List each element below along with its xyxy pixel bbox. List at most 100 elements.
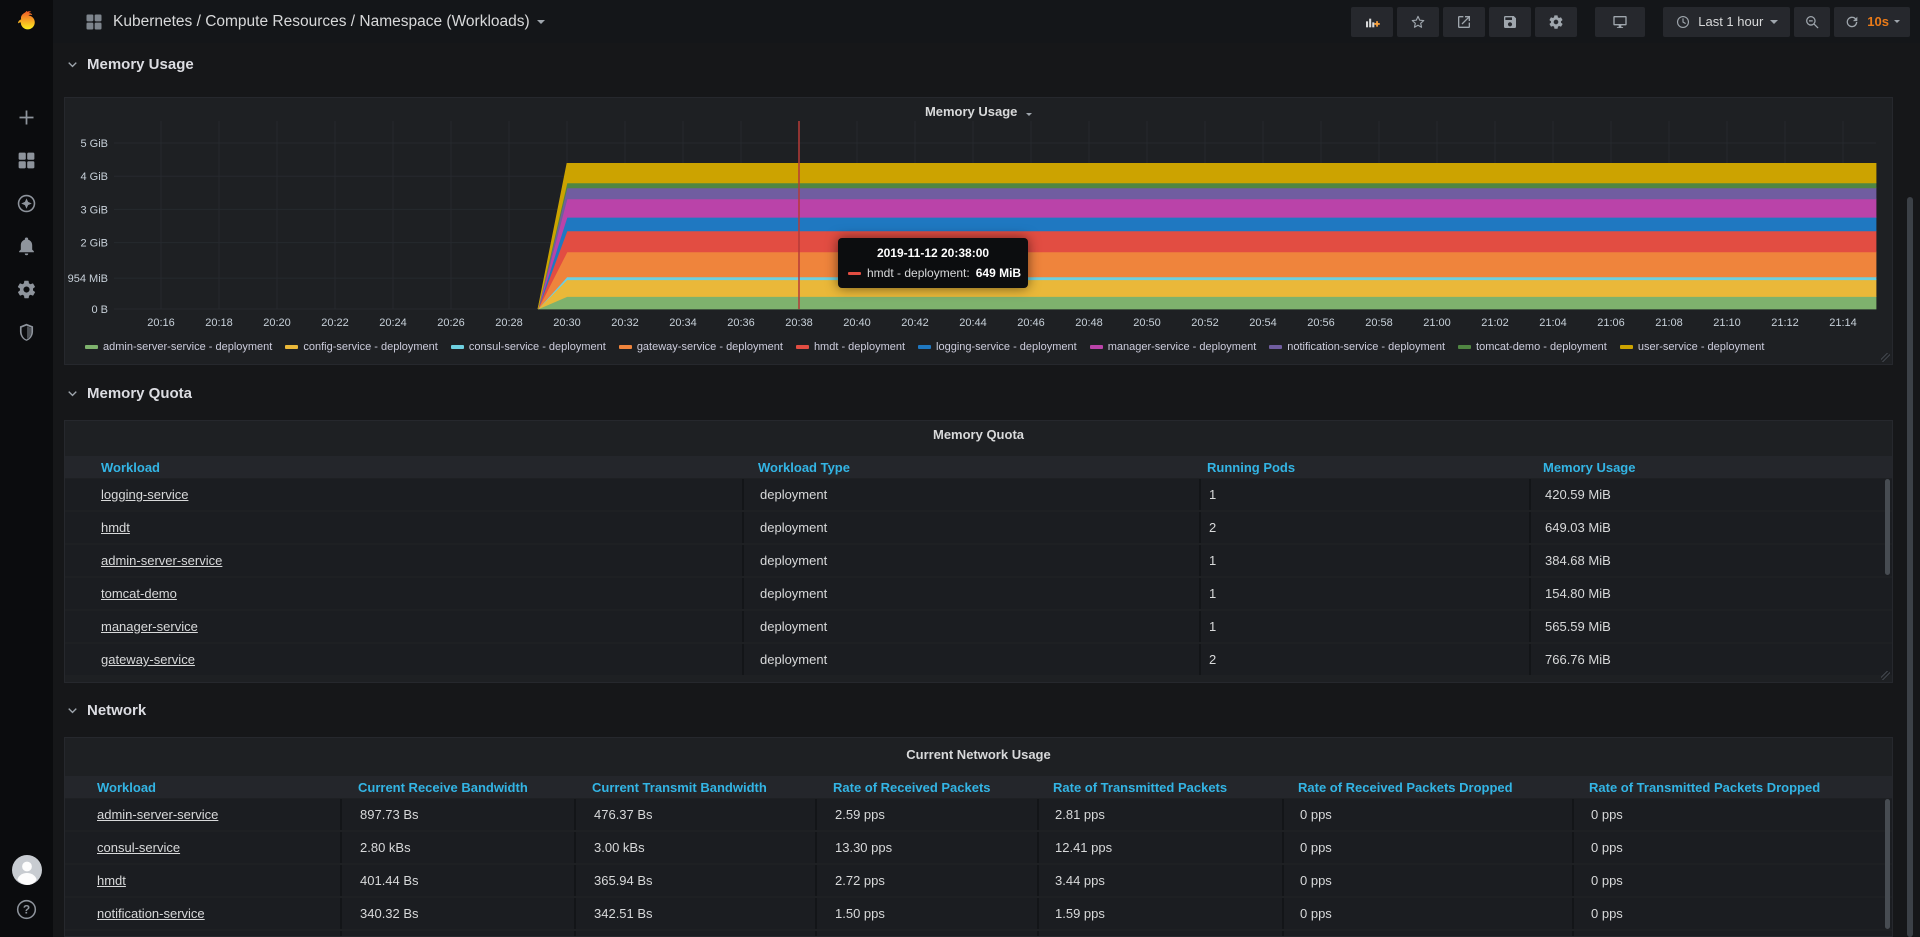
panel-title[interactable]: Current Network Usage [65,747,1892,762]
workload-link[interactable]: hmdt [101,520,130,535]
caret-down-icon [1894,20,1900,23]
section-title: Network [87,702,146,719]
page-scrollbar-thumb[interactable] [1907,197,1913,937]
add-panel-button[interactable] [1351,7,1393,37]
star-icon [1410,14,1426,30]
sidebar-item-configuration[interactable] [0,268,53,311]
monitor-icon [1612,14,1628,30]
section-memory-usage[interactable]: Memory Usage [66,54,194,74]
save-button[interactable] [1489,7,1531,37]
table-cell: 2.80 kBs [340,832,574,863]
caret-down-icon [1770,20,1778,24]
section-network[interactable]: Network [66,700,146,720]
x-axis-label: 20:58 [1365,317,1393,329]
legend-item[interactable]: gateway-service - deployment [619,341,783,353]
workload-link[interactable]: admin-server-service [101,553,222,568]
x-axis-label: 20:26 [437,317,465,329]
panel-title[interactable]: Memory Quota [65,427,1892,442]
workload-link[interactable]: manager-service [101,619,198,634]
compass-icon [16,193,37,214]
table-cell: deployment [742,578,1199,609]
x-axis-label: 20:30 [553,317,581,329]
legend-item[interactable]: config-service - deployment [285,341,438,353]
table-cell: 476.37 Bs [574,799,815,830]
column-header[interactable]: Current Receive Bandwidth [340,776,574,798]
legend-item[interactable]: consul-service - deployment [451,341,606,353]
legend-item[interactable]: admin-server-service - deployment [85,341,272,353]
memory-usage-chart[interactable]: 20:1620:1820:2020:2220:2420:2620:2820:30… [65,98,1892,364]
dashboard-settings-button[interactable] [1535,7,1577,37]
legend-series-label: notification-service - deployment [1287,341,1445,353]
star-button[interactable] [1397,7,1439,37]
x-axis-label: 20:50 [1133,317,1161,329]
table-scrollbar-thumb[interactable] [1885,799,1890,929]
legend-item[interactable]: tomcat-demo - deployment [1458,341,1607,353]
refresh-button[interactable]: 10s [1834,7,1910,37]
column-header[interactable]: Rate of Transmitted Packets [1037,776,1282,798]
y-axis-label: 3 GiB [80,204,108,216]
sidebar-item-server-admin[interactable] [0,311,53,354]
workload-link[interactable]: gateway-service [101,652,195,667]
table-scrollbar-thumb[interactable] [1885,479,1890,575]
column-header[interactable]: Running Pods [1199,456,1529,478]
column-header[interactable]: Workload Type [742,456,1199,478]
column-header[interactable]: Memory Usage [1529,456,1893,478]
x-axis-label: 20:48 [1075,317,1103,329]
x-axis-label: 21:10 [1713,317,1741,329]
table-cell: 0 pps [1282,865,1572,896]
legend-item[interactable]: notification-service - deployment [1269,341,1445,353]
column-header[interactable]: Rate of Transmitted Packets Dropped [1572,776,1893,798]
sidebar-item-alerting[interactable] [0,225,53,268]
panel-title[interactable]: Memory Usage [65,104,1892,119]
y-axis-label: 4 GiB [80,171,108,183]
workload-link[interactable]: hmdt [97,873,126,888]
legend-item[interactable]: user-service - deployment [1620,341,1765,353]
legend-item[interactable]: hmdt - deployment [796,341,905,353]
dashboard-grid-icon [84,12,104,32]
table-cell: 2 [1199,512,1529,543]
column-header[interactable]: Rate of Received Packets Dropped [1282,776,1572,798]
x-axis-label: 21:04 [1539,317,1567,329]
sidebar-item-create[interactable] [0,96,53,139]
share-button[interactable] [1443,7,1485,37]
table-cell: 1 [1199,545,1529,576]
table-cell: 2.81 pps [1037,799,1282,830]
table-cell: deployment [742,644,1199,675]
user-avatar[interactable] [12,855,42,885]
workload-link[interactable]: notification-service [97,906,205,921]
section-memory-quota[interactable]: Memory Quota [66,383,192,403]
legend-item[interactable]: manager-service - deployment [1090,341,1257,353]
column-header[interactable]: Workload [65,456,742,478]
table-cell: 2 [1199,644,1529,675]
refresh-interval-label[interactable]: 10s [1867,14,1889,29]
workload-link[interactable]: logging-service [101,487,188,502]
legend-series-marker [619,345,632,349]
column-header[interactable]: Rate of Received Packets [815,776,1037,798]
x-axis-label: 20:24 [379,317,407,329]
cycle-view-button[interactable] [1595,7,1645,37]
column-header[interactable]: Workload [65,776,340,798]
time-range-button[interactable]: Last 1 hour [1663,7,1790,37]
table-row: admin-server-service897.73 Bs476.37 Bs2.… [65,799,1892,830]
grafana-logo[interactable] [0,0,53,45]
sidebar-item-explore[interactable] [0,182,53,225]
workload-link[interactable]: admin-server-service [97,807,218,822]
panel-resize-handle[interactable] [1881,353,1890,362]
table-cell: 3.44 pps [1037,865,1282,896]
zoom-out-button[interactable] [1794,7,1830,37]
dashboard-title[interactable]: Kubernetes / Compute Resources / Namespa… [113,13,545,31]
tooltip-series-marker [848,272,861,275]
table-row: logging-servicedeployment1420.59 MiB [65,479,1892,510]
sidebar-item-dashboards[interactable] [0,139,53,182]
help-icon[interactable]: ? [15,898,38,921]
table-cell: tomcat-demo [65,578,742,609]
panel-resize-handle[interactable] [1881,671,1890,680]
legend-item[interactable]: logging-service - deployment [918,341,1077,353]
x-axis-label: 20:28 [495,317,523,329]
workload-link[interactable]: consul-service [97,840,180,855]
workload-link[interactable]: tomcat-demo [101,586,177,601]
table-cell: 0 pps [1282,799,1572,830]
column-header[interactable]: Current Transmit Bandwidth [574,776,815,798]
area-series [538,297,1876,310]
table-row: admin-server-servicedeployment1384.68 Mi… [65,545,1892,576]
